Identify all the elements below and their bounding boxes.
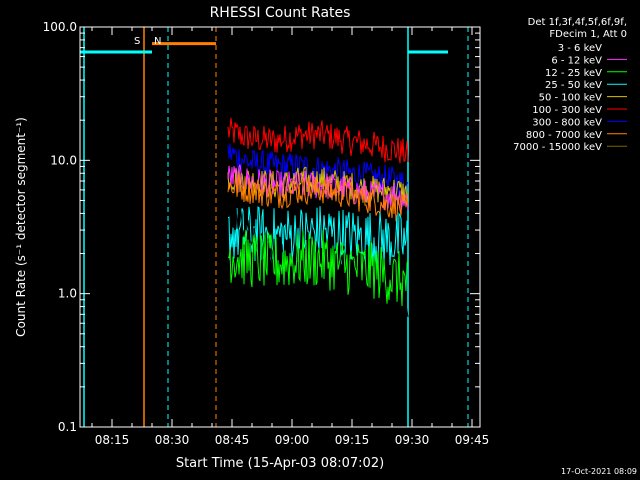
legend: Det 1f,3f,4f,5f,6f,9f,FDecim 1, Att 0 3 -… bbox=[513, 17, 627, 153]
legend-entry-label: 7000 - 15000 keV bbox=[513, 142, 602, 153]
x-tick-label: 09:45 bbox=[455, 433, 490, 447]
y-tick-label: 1.0 bbox=[58, 287, 77, 301]
legend-entry-label: 800 - 7000 keV bbox=[526, 130, 602, 141]
x-tick-label: 08:15 bbox=[95, 433, 130, 447]
annotation-n: N bbox=[154, 36, 161, 47]
legend-entry-label: 6 - 12 keV bbox=[551, 55, 602, 66]
series-layer bbox=[227, 117, 409, 317]
legend-entry-label: 12 - 25 keV bbox=[545, 68, 602, 79]
legend-entry-label: 300 - 800 keV bbox=[532, 117, 602, 128]
legend-header-line-1: Det 1f,3f,4f,5f,6f,9f, bbox=[528, 17, 627, 28]
x-tick-label: 09:30 bbox=[395, 433, 430, 447]
chart-title: RHESSI Count Rates bbox=[210, 5, 351, 21]
series-line-7 bbox=[227, 229, 409, 307]
series-line-0 bbox=[227, 117, 409, 164]
footer-timestamp: 17-Oct-2021 08:09 bbox=[561, 467, 637, 476]
legend-header-line-2: FDecim 1, Att 0 bbox=[549, 29, 627, 40]
y-tick-label: 100.0 bbox=[43, 20, 77, 34]
plot-frame bbox=[79, 26, 481, 428]
y-tick-label: 0.1 bbox=[58, 420, 77, 434]
x-tick-label: 09:00 bbox=[275, 433, 310, 447]
y-axis-label: Count Rate (s⁻¹ detector segment⁻¹) bbox=[14, 117, 28, 337]
legend-entry-label: 25 - 50 keV bbox=[545, 80, 602, 91]
series-line-4 bbox=[227, 174, 409, 222]
x-tick-label: 08:45 bbox=[215, 433, 250, 447]
x-tick-label: 08:30 bbox=[155, 433, 190, 447]
legend-entry-label: 50 - 100 keV bbox=[539, 93, 603, 104]
series-line-1 bbox=[227, 143, 409, 198]
x-axis-label: Start Time (15-Apr-03 08:07:02) bbox=[176, 456, 384, 471]
legend-entry-label: 100 - 300 keV bbox=[532, 105, 602, 116]
y-tick-label: 10.0 bbox=[50, 153, 77, 167]
annotation-s: S bbox=[134, 36, 140, 47]
legend-entry-label: 3 - 6 keV bbox=[558, 43, 602, 54]
axis-ticks: 0.1 1.0 10.0 100.0 08:15 08:30 08:45 09:00 09:15… bbox=[43, 20, 490, 447]
x-tick-label: 09:15 bbox=[335, 433, 370, 447]
